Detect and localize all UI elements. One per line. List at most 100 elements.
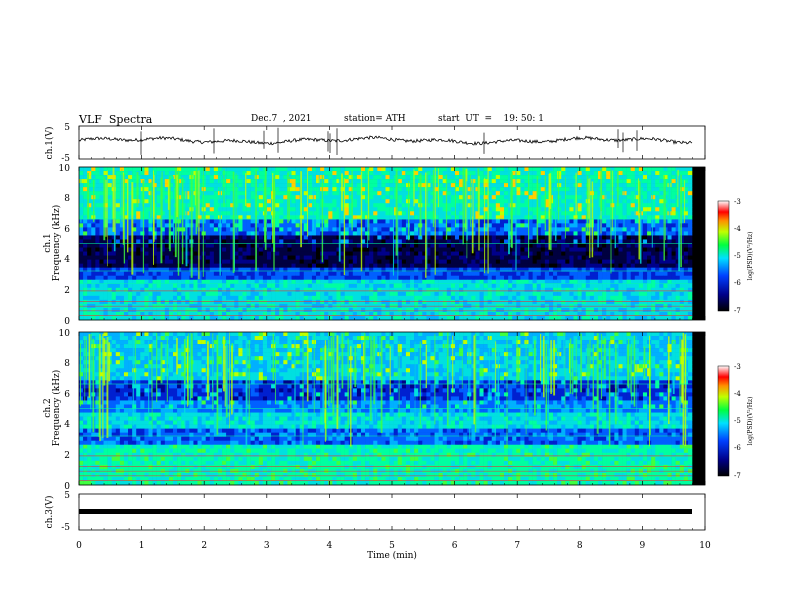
spectrogram-cell — [365, 263, 370, 268]
spectrogram-cell — [454, 195, 460, 200]
spectrogram-cell — [275, 167, 280, 172]
spectrogram-cell — [316, 203, 321, 208]
start-time-label: start UT = 19: 50: 1 — [438, 114, 544, 124]
spectrogram-cell — [446, 175, 452, 180]
spectrogram-cell — [520, 175, 525, 180]
spectrogram-cell — [504, 243, 509, 248]
spectrogram-cell — [585, 167, 591, 172]
spectrogram-cell — [156, 183, 162, 188]
spectrogram-cell — [438, 271, 444, 277]
spectrogram-cell — [115, 219, 121, 224]
spectrogram-cell — [442, 275, 448, 281]
spectrogram-cell — [687, 183, 693, 188]
spectrogram-cell — [242, 183, 247, 188]
spectrogram-cell — [450, 175, 456, 180]
spectrogram-cell — [487, 291, 493, 297]
spectrogram-cell — [647, 255, 652, 260]
spectrogram-cell — [242, 283, 247, 289]
spectrogram-cell — [107, 271, 112, 277]
spectrogram-cell — [618, 255, 623, 260]
spectrogram-cell — [491, 171, 497, 176]
spectrogram-cell — [360, 291, 366, 297]
spectrogram-cell — [230, 263, 235, 268]
spectrogram-cell — [107, 195, 112, 200]
spectrogram-cell — [442, 211, 448, 216]
spectrogram-cell — [655, 287, 660, 293]
spectrogram-cell — [647, 271, 652, 277]
spectrogram-cell — [352, 275, 358, 281]
spectrogram-cell — [303, 179, 309, 184]
spectrogram-cell — [303, 251, 309, 256]
spectrogram-cell — [422, 195, 427, 200]
spectrogram-cell — [459, 203, 464, 208]
spectrogram-cell — [495, 287, 501, 293]
spectrogram-cell — [557, 259, 562, 264]
spectrogram-cell — [238, 287, 243, 293]
spectrogram-cell — [593, 283, 599, 289]
spectrogram-cell — [123, 299, 129, 305]
spectrogram-cell — [504, 267, 509, 272]
spectrogram-cell — [91, 287, 96, 293]
spectrogram-cell — [397, 235, 403, 240]
spectrogram-cell — [430, 251, 435, 256]
spectrogram-cell — [618, 187, 623, 192]
spectrogram-cell — [487, 211, 493, 216]
spectrogram-cell — [299, 275, 305, 281]
spectrogram-cell — [467, 203, 472, 208]
spectrogram-cell — [573, 291, 578, 297]
spectrogram-cell — [426, 183, 431, 188]
spectrogram-cell — [373, 219, 378, 224]
spectrogram-cell — [95, 283, 100, 289]
spectrogram-cell — [328, 279, 333, 285]
spectrogram-cell — [132, 263, 137, 268]
spectrogram-cell — [87, 279, 92, 285]
spectrogram-cell — [430, 255, 435, 260]
spectrogram-cell — [197, 275, 202, 281]
spectrogram-cell — [671, 211, 676, 216]
spectrogram-cell — [655, 187, 660, 192]
spectrogram-cell — [295, 203, 300, 208]
spectrogram-cell — [164, 171, 170, 176]
spectrogram-cell — [119, 267, 125, 272]
spectrogram-cell — [454, 247, 460, 252]
spectrogram-cell — [593, 207, 599, 212]
spectrogram-cell — [422, 263, 427, 268]
spectrogram-cell — [585, 259, 591, 264]
spectrogram-cell — [667, 219, 672, 224]
spectrogram-cell — [659, 203, 664, 208]
spectrogram-cell — [291, 267, 296, 272]
spectrogram-cell — [226, 239, 231, 244]
spectrogram-cell — [136, 259, 141, 264]
spectrogram-cell — [667, 263, 672, 268]
spectrogram-cell — [172, 287, 178, 293]
spectrogram-cell — [356, 187, 362, 192]
spectrogram-cell — [516, 199, 521, 204]
spectrogram-cell — [303, 275, 309, 281]
spectrogram-cell — [524, 263, 529, 268]
spectrogram-cell — [569, 175, 574, 180]
spectrogram-cell — [226, 255, 231, 260]
spectrogram-cell — [532, 259, 538, 264]
spectrogram-cell — [365, 283, 370, 289]
spectrogram-cell — [548, 171, 554, 176]
spectrogram-cell — [128, 191, 133, 196]
spectrogram-cell — [356, 255, 362, 260]
spectrogram-cell — [209, 291, 215, 297]
spectrogram-cell — [647, 203, 652, 208]
spectrogram-cell — [659, 263, 664, 268]
spectrogram-cell — [205, 287, 211, 293]
spectrogram-cell — [499, 175, 505, 180]
spectrogram-cell — [303, 203, 309, 208]
spectrogram-cell — [512, 243, 517, 248]
spectrogram-cell — [565, 175, 570, 180]
spectrogram-cell — [430, 275, 435, 281]
spectrogram-cell — [262, 263, 268, 268]
spectrogram-cell — [287, 279, 292, 285]
spectrogram-cell — [577, 207, 582, 212]
spectrogram-cell — [340, 219, 345, 224]
spectrogram-cell — [438, 199, 444, 204]
spectrogram-cell — [213, 271, 219, 277]
spectrogram-cell — [459, 211, 464, 216]
spectrogram-cell — [144, 167, 149, 172]
spectrogram-cell — [148, 227, 153, 232]
